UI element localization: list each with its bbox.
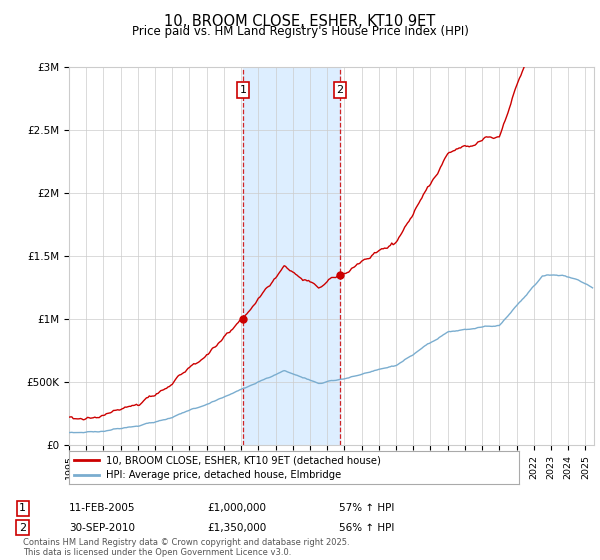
Text: Price paid vs. HM Land Registry's House Price Index (HPI): Price paid vs. HM Land Registry's House …: [131, 25, 469, 38]
Text: 30-SEP-2010: 30-SEP-2010: [69, 522, 135, 533]
Text: 10, BROOM CLOSE, ESHER, KT10 9ET: 10, BROOM CLOSE, ESHER, KT10 9ET: [164, 14, 436, 29]
Legend: 10, BROOM CLOSE, ESHER, KT10 9ET (detached house), HPI: Average price, detached : 10, BROOM CLOSE, ESHER, KT10 9ET (detach…: [70, 451, 385, 484]
Text: 56% ↑ HPI: 56% ↑ HPI: [339, 522, 394, 533]
Text: 1: 1: [19, 503, 26, 514]
Text: £1,350,000: £1,350,000: [207, 522, 266, 533]
Text: 2: 2: [337, 85, 344, 95]
Text: £1,000,000: £1,000,000: [207, 503, 266, 514]
Text: 11-FEB-2005: 11-FEB-2005: [69, 503, 136, 514]
Text: 57% ↑ HPI: 57% ↑ HPI: [339, 503, 394, 514]
Text: 2: 2: [19, 522, 26, 533]
Bar: [243, 67, 340, 445]
Text: 1: 1: [239, 85, 247, 95]
Text: Contains HM Land Registry data © Crown copyright and database right 2025.
This d: Contains HM Land Registry data © Crown c…: [23, 538, 349, 557]
